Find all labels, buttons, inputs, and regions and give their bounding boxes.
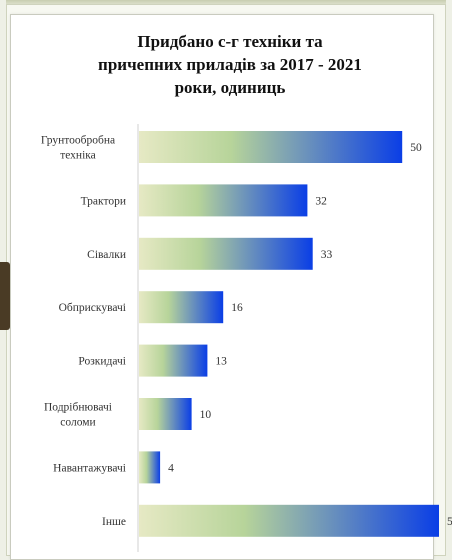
data-label: 57 (447, 516, 452, 528)
chart-title-line-2: причепних приладів за 2017 - 2021 (98, 55, 362, 74)
category-label: Подрібнювачі (44, 402, 112, 414)
bar (139, 184, 308, 217)
bar (139, 398, 192, 430)
chart-title-line-3: роки, одиниць (174, 78, 286, 97)
category-label: Навантажувачі (53, 462, 126, 474)
data-label: 4 (168, 462, 174, 474)
data-label: 50 (410, 142, 422, 154)
data-label: 33 (321, 249, 333, 261)
bar (139, 237, 313, 270)
bar (139, 451, 161, 484)
category-label: Трактори (81, 195, 126, 207)
chart-panel (10, 14, 434, 560)
chart-title: Придбано с-г техніки та причепних прилад… (30, 30, 430, 99)
category-label: соломи (60, 417, 95, 429)
side-tab (0, 262, 10, 330)
bar (139, 344, 208, 377)
category-label: Інше (102, 516, 126, 528)
bar (139, 131, 403, 163)
data-label: 10 (200, 409, 212, 421)
category-label: Грунтообробна (41, 135, 115, 147)
category-label: Розкидачі (78, 356, 126, 368)
chart-title-line-1: Придбано с-г техніки та (137, 32, 323, 51)
data-label: 13 (215, 356, 227, 368)
category-label: техніка (60, 150, 96, 162)
bar (139, 291, 224, 324)
top-rule (6, 0, 446, 6)
category-label: Обприскувачі (59, 302, 126, 314)
category-label: Сівалки (87, 249, 126, 261)
bar (139, 504, 439, 537)
data-label: 32 (315, 195, 327, 207)
data-label: 16 (231, 302, 243, 314)
